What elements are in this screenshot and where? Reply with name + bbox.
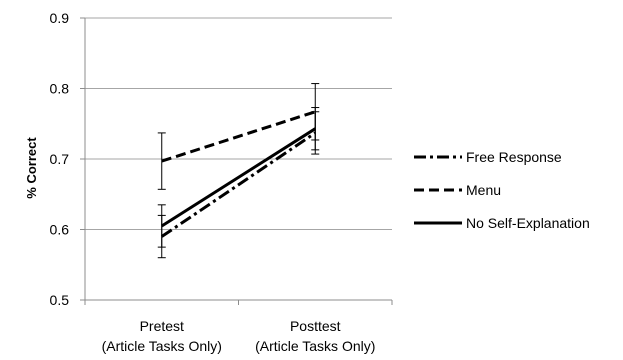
legend: Free Response Menu No Self-Explanation [414,149,590,231]
series-line-menu [161,110,316,163]
series-line-no-self-explanation [160,127,317,228]
series-lines [160,110,317,238]
legend-label: Menu [466,182,501,198]
y-tick-label: 0.7 [50,151,70,167]
gridlines [85,17,392,230]
x-tick-label: (Article Tasks Only) [102,338,222,354]
legend-label: No Self-Explanation [466,215,590,231]
error-bars [157,83,320,259]
y-axis-title: % Correct [24,137,39,199]
axes [80,17,393,305]
series-line-free-response [160,131,317,238]
legend-item-menu: Menu [414,182,501,198]
y-tick-label: 0.9 [50,10,70,26]
legend-item-free-response: Free Response [414,149,562,165]
x-tick-label: (Article Tasks Only) [255,338,375,354]
y-tick-label: 0.5 [50,292,70,308]
legend-item-no-self-explanation: No Self-Explanation [414,215,590,231]
x-tick-label: Pretest [140,318,184,334]
y-tick-labels: 0.5 0.6 0.7 0.8 0.9 [50,10,70,308]
x-tick-labels: Pretest (Article Tasks Only) Posttest (Arti… [102,318,376,354]
legend-label: Free Response [466,149,562,165]
x-tick-label: Posttest [290,318,341,334]
y-tick-label: 0.8 [50,81,70,97]
y-tick-label: 0.6 [50,222,70,238]
